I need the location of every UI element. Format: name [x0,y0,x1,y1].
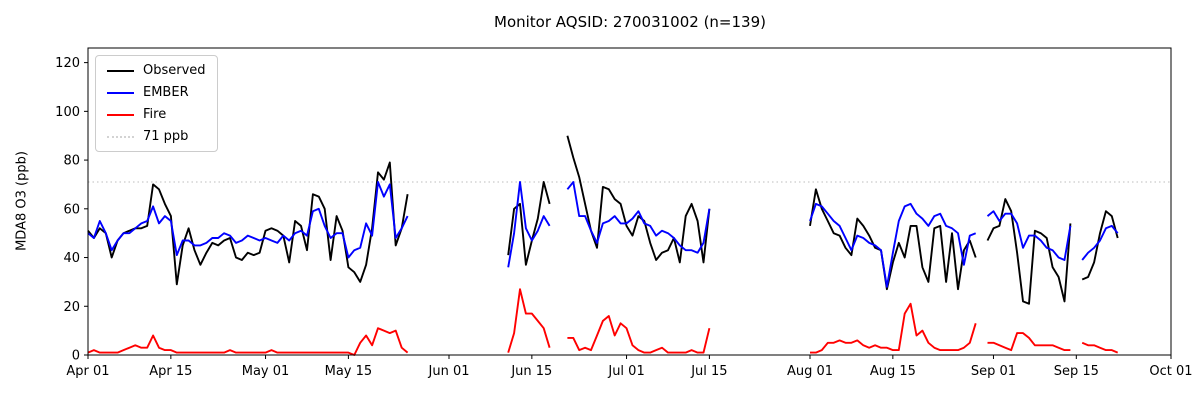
y-axis-label: MDA8 O3 (ppb) [14,151,30,251]
y-tick-label: 60 [63,202,80,217]
y-tick-label: 80 [63,154,80,169]
ember-line-segment-2 [566,181,711,254]
legend-label-observed: Observed [143,63,206,78]
x-tick-label: Aug 15 [870,364,916,379]
threshold-line-swatch [107,135,134,138]
observed-line-segment-1 [507,181,551,266]
ember-line-swatch [107,91,134,94]
legend-item-threshold: 71 ppb [107,129,206,144]
y-tick-label: 20 [63,300,80,315]
fire-line-segment-4 [987,332,1071,352]
fire-line-segment-5 [1081,341,1119,354]
y-tick-label: 100 [55,105,80,120]
y-tick-label: 40 [63,251,80,266]
legend-label-fire: Fire [143,107,167,122]
observed-line-segment-5 [1081,210,1119,281]
legend-item-ember: EMBER [107,85,206,100]
fire-line-segment-0 [87,327,409,356]
observed-line-segment-4 [986,198,1072,305]
x-tick-label: May 15 [325,364,373,379]
legend-label-threshold: 71 ppb [143,129,189,144]
x-tick-label: Aug 01 [787,364,833,379]
legend-item-fire: Fire [107,107,206,122]
ember-line-segment-4 [986,210,1072,261]
x-tick-label: Jul 15 [690,364,727,379]
legend-label-ember: EMBER [143,85,189,100]
chart-title: Monitor AQSID: 270031002 (n=139) [494,13,766,31]
x-tick-label: Apr 01 [66,364,109,379]
axes-frame [87,47,1172,356]
x-tick-label: Oct 01 [1149,364,1192,379]
ember-line-segment-5 [1081,224,1119,261]
observed-line-segment-2 [566,135,711,264]
y-tick-label: 120 [55,56,80,71]
fire-line-segment-3 [810,302,977,354]
ember-line-segment-0 [87,181,409,259]
x-tick-label: May 01 [242,364,290,379]
observed-line-swatch [107,69,134,72]
x-tick-label: Jun 01 [428,364,470,379]
y-tick-label: 0 [72,349,80,364]
observed-line-segment-0 [87,161,409,286]
legend-item-observed: Observed [107,63,206,78]
x-tick-label: Sep 01 [971,364,1016,379]
fire-line-segment-1 [507,288,551,353]
legend: Observed EMBER Fire 71 ppb [95,55,218,152]
x-tick-label: Apr 15 [149,364,192,379]
ember-line-segment-1 [507,181,551,268]
fire-line-segment-2 [567,315,711,354]
fire-line-swatch [107,113,134,116]
x-tick-label: Sep 15 [1054,364,1099,379]
observed-line-segment-3 [809,188,977,291]
ember-line-segment-3 [809,202,977,288]
x-tick-label: Jun 15 [510,364,552,379]
x-tick-label: Jul 01 [607,364,644,379]
